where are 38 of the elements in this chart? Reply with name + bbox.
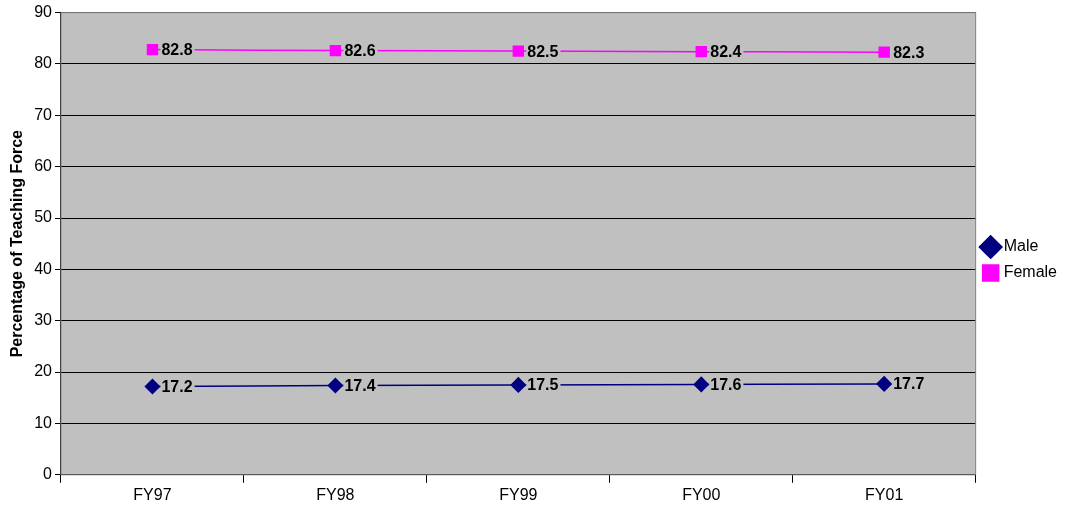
data-label: 17.6 — [710, 375, 742, 393]
x-tick-label: FY97 — [133, 485, 172, 503]
data-label: 17.7 — [893, 375, 925, 393]
data-label: 82.3 — [893, 43, 925, 61]
point — [146, 43, 159, 56]
point — [144, 378, 161, 395]
point — [876, 376, 892, 392]
y-tick-label: 80 — [34, 54, 53, 72]
point — [329, 44, 342, 57]
y-tick-label: 50 — [34, 208, 53, 226]
y-tick-label: 60 — [34, 157, 53, 175]
point — [695, 45, 707, 58]
data-label: 82.6 — [344, 42, 376, 60]
y-tick-label: 40 — [34, 259, 53, 277]
point — [510, 377, 527, 393]
x-tick-label: FY99 — [499, 485, 538, 503]
point — [693, 376, 709, 393]
y-tick-label: 70 — [34, 105, 53, 123]
point — [327, 377, 344, 394]
point — [512, 45, 525, 57]
y-tick-label: 20 — [34, 362, 53, 380]
data-label: 17.2 — [161, 377, 193, 395]
data-label: 82.5 — [527, 42, 559, 60]
y-tick-label: 30 — [34, 311, 53, 329]
y-axis-title: Percentage of Teaching Force — [8, 129, 26, 358]
data-label: 17.5 — [527, 376, 559, 394]
data-label: 82.8 — [161, 40, 193, 58]
legend-label: Female — [1003, 263, 1058, 281]
x-tick-label: FY98 — [316, 485, 355, 503]
x-tick-label: FY00 — [682, 485, 721, 503]
data-label: 82.4 — [710, 43, 742, 61]
point — [878, 46, 890, 58]
x-tick-label: FY01 — [865, 485, 904, 503]
y-tick-label: 0 — [43, 465, 53, 483]
y-tick-label: 10 — [34, 413, 53, 431]
legend-label: Male — [1003, 237, 1039, 255]
data-label: 17.4 — [344, 376, 376, 394]
y-tick-label: 90 — [34, 3, 53, 21]
